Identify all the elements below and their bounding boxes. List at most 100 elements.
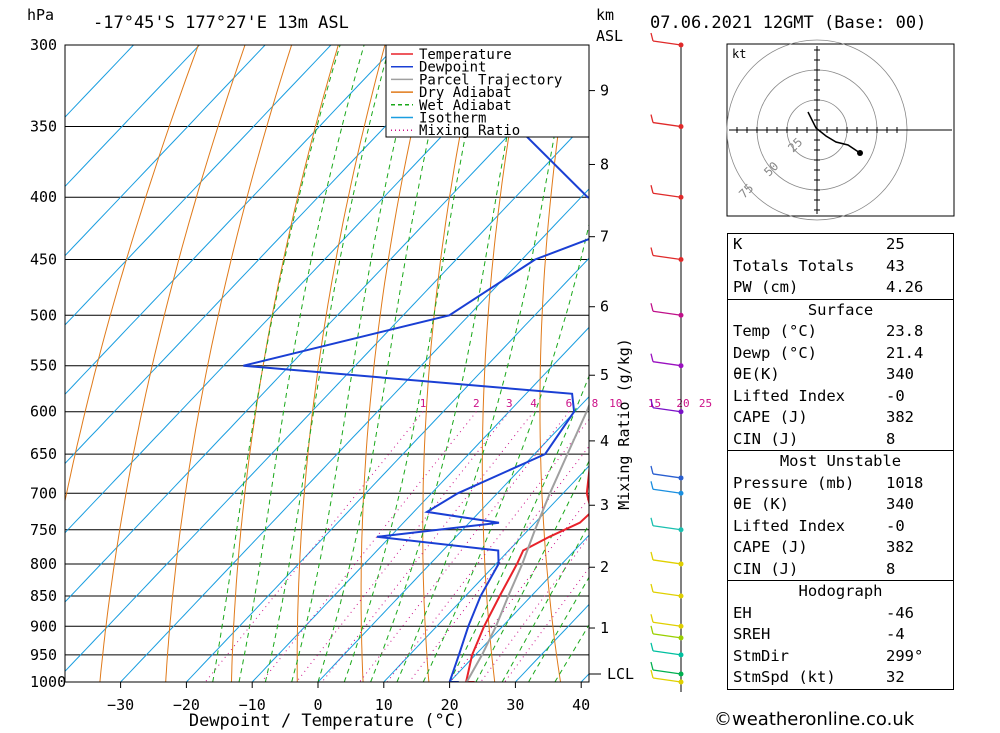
mixing-ratio-label-25: 25	[699, 397, 712, 410]
pressure-tick-400: 400	[30, 188, 57, 206]
wet-adiabat-12	[396, 45, 572, 682]
isotherm--100	[65, 45, 266, 257]
wind-barb-1000	[652, 677, 682, 683]
mu-thetae-label: θE (K)	[733, 495, 789, 513]
surface-cin-label: CIN (J)	[733, 429, 799, 448]
x-tick-label--30: −30	[107, 696, 134, 714]
wet-adiabat-24	[475, 459, 589, 682]
index-pw-value: 4.26	[886, 278, 924, 296]
isotherm-20	[449, 534, 589, 682]
index-k-label: K	[733, 235, 743, 253]
wet-adiabat-32	[528, 576, 589, 682]
dry-adiabat-260	[231, 45, 339, 682]
hodo-eh-label: EH	[733, 603, 752, 622]
hodograph-block-title: Hodograph	[798, 582, 883, 600]
mixing-ratio-line-25	[504, 567, 589, 682]
series-parcel-trajectory	[465, 403, 589, 682]
km-tick-label-5: 5	[600, 366, 609, 384]
wind-barb-500	[652, 310, 682, 316]
location-title: -17°45'S 177°27'E 13m ASL	[93, 13, 349, 33]
isotherm--80	[65, 45, 398, 395]
hodo-sreh-value: -4	[886, 625, 905, 643]
km-tick-label-2: 2	[600, 558, 609, 576]
mu-thetae-value: 340	[886, 495, 914, 513]
wind-barb-600	[652, 407, 682, 413]
dry-adiabat-240	[99, 45, 246, 682]
pressure-tick-550: 550	[30, 357, 57, 375]
mixing-ratio-line-20	[480, 535, 589, 682]
legend-label-3: Dry Adiabat	[419, 85, 512, 101]
surface-temp-value: 23.8	[886, 322, 924, 340]
mu-cape-value: 382	[886, 538, 914, 556]
indices-table: K 25 Totals Totals 43 PW (cm) 4.26 Surface …	[727, 233, 954, 690]
x-axis-title: Dewpoint / Temperature (°C)	[189, 711, 465, 731]
x-tick-label-0: 0	[313, 696, 322, 714]
pressure-tick-700: 700	[30, 484, 57, 502]
mu-cape-label: CAPE (J)	[733, 538, 808, 556]
wind-barb-450	[652, 254, 682, 261]
wind-flag-300	[650, 32, 654, 42]
mixing-ratio-label-8: 8	[592, 397, 599, 410]
isotherm--70	[65, 45, 463, 465]
wind-barb-750	[652, 525, 682, 531]
pressure-tick-350: 350	[30, 118, 57, 136]
mixing-ratio-line-2	[261, 411, 477, 682]
dry-adiabat-270	[296, 45, 386, 682]
date-title: 07.06.2021 12GMT (Base: 00)	[650, 13, 926, 33]
isotherm--20	[186, 257, 589, 682]
legend-label-1: Dewpoint	[419, 60, 486, 76]
wet-adiabat-0	[317, 45, 450, 682]
km-tick-label-1: 1	[600, 619, 609, 637]
isotherm--10	[251, 326, 589, 682]
wind-flag-550	[650, 353, 654, 362]
lcl-label: LCL	[607, 665, 634, 683]
hodo-stmspd-label: StmSpd (kt)	[733, 668, 836, 686]
wind-barb-700	[652, 488, 682, 494]
pressure-tick-300: 300	[30, 36, 57, 54]
pressure-tick-950: 950	[30, 646, 57, 664]
surface-temp-label: Temp (°C)	[733, 322, 817, 340]
mixing-ratio-label-6: 6	[566, 397, 573, 410]
km-tick-label-4: 4	[600, 432, 609, 450]
pressure-tick-800: 800	[30, 555, 57, 573]
surface-cape-label: CAPE (J)	[733, 408, 808, 426]
surface-thetae-label: θE(K)	[733, 365, 780, 383]
wind-flag-1000	[650, 669, 654, 679]
wet-adiabat-20	[449, 374, 589, 682]
wind-flag-750	[650, 517, 654, 526]
indices-most-unstable: Most Unstable Pressure (mb) 1018 θE (K) 34…	[727, 450, 954, 580]
isotherm--120	[65, 45, 134, 118]
indices-basic: K 25 Totals Totals 43 PW (cm) 4.26	[727, 233, 954, 299]
legend-label-4: Wet Adiabat	[419, 98, 512, 114]
series-dewpoint	[243, 45, 589, 682]
x-tick-label--20: −20	[173, 696, 200, 714]
legend-label-2: Parcel Trajectory	[419, 72, 562, 88]
wind-barb-900	[652, 621, 682, 627]
wind-barb-350	[652, 121, 682, 128]
wet-adiabat--16	[212, 45, 341, 682]
isotherm-30	[515, 603, 589, 682]
km-tick-label-3: 3	[600, 496, 609, 514]
surface-cape-value: 382	[886, 408, 914, 426]
mixing-ratio-label-1: 1	[420, 397, 427, 410]
isotherm--50	[65, 49, 589, 603]
mixing-ratio-line-10	[408, 445, 589, 682]
wind-flag-900	[650, 614, 654, 623]
km-label: km	[596, 6, 614, 24]
mixing-ratio-label-2: 2	[473, 397, 480, 410]
mu-li-label: Lifted Index	[733, 516, 845, 535]
indices-hodograph: Hodograph EH -46 SREH -4 StmDir 299° StmSpd…	[727, 580, 954, 690]
mixing-ratio-line-4	[321, 411, 534, 682]
wet-adiabat--12	[238, 45, 365, 682]
most-unstable-title: Most Unstable	[779, 452, 902, 470]
pressure-tick-850: 850	[30, 587, 57, 605]
x-tick-label-10: 10	[375, 696, 393, 714]
wet-adiabat--4	[291, 45, 419, 682]
isotherm--90	[65, 45, 332, 326]
index-k-value: 25	[886, 235, 905, 253]
footer-copyright[interactable]: ©weatheronline.co.uk	[714, 709, 915, 730]
hodograph-end-dot	[857, 150, 863, 156]
dry-adiabat-400	[991, 45, 1000, 682]
wind-flag-700	[650, 481, 654, 490]
